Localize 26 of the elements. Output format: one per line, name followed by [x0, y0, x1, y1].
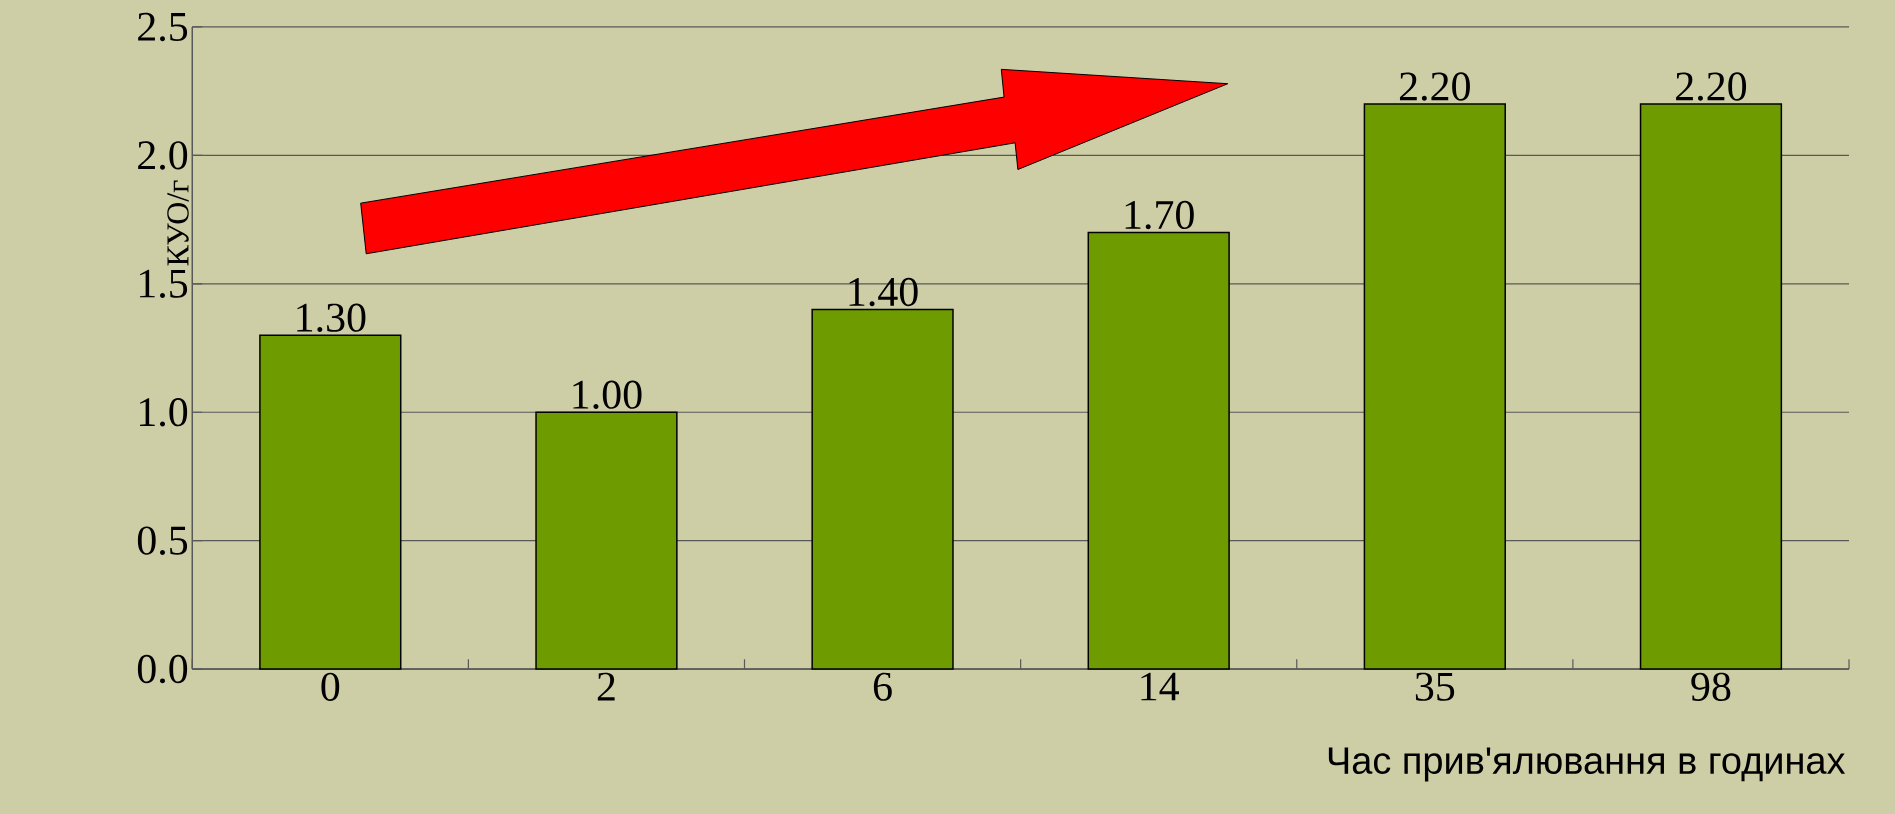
bar: [1363, 103, 1506, 670]
y-tick-label: 1.5: [139, 269, 188, 298]
x-tick-label: 14: [1141, 672, 1180, 701]
y-axis-title: КУО/г: [167, 180, 189, 266]
x-tick-label: 98: [1691, 672, 1731, 701]
y-tick-label: 2.0: [138, 141, 188, 170]
data-label: 1.40: [849, 277, 918, 307]
x-axis-title: Час прив'ялювання в годинах: [1328, 747, 1846, 782]
x-tick-label: 2: [597, 672, 615, 701]
bar: [535, 411, 678, 670]
bar: [1639, 103, 1783, 670]
y-tick-label: 0.5: [137, 526, 188, 555]
bar: [1087, 231, 1230, 670]
x-tick-label: 0: [321, 672, 340, 701]
x-tick-label: 35: [1415, 672, 1455, 701]
data-label: 1.70: [1125, 200, 1194, 230]
bar: [259, 334, 402, 670]
x-tick-label: 6: [873, 672, 892, 701]
data-label: 1.30: [297, 303, 366, 333]
y-tick-label: 2.5: [138, 12, 188, 42]
data-label: 1.00: [573, 380, 642, 410]
y-tick-label: 1.0: [139, 398, 188, 427]
bar: [811, 308, 954, 670]
y-tick-label: 0.0: [137, 654, 188, 684]
data-label: 2.20: [1676, 72, 1747, 101]
data-label: 2.20: [1399, 72, 1470, 101]
